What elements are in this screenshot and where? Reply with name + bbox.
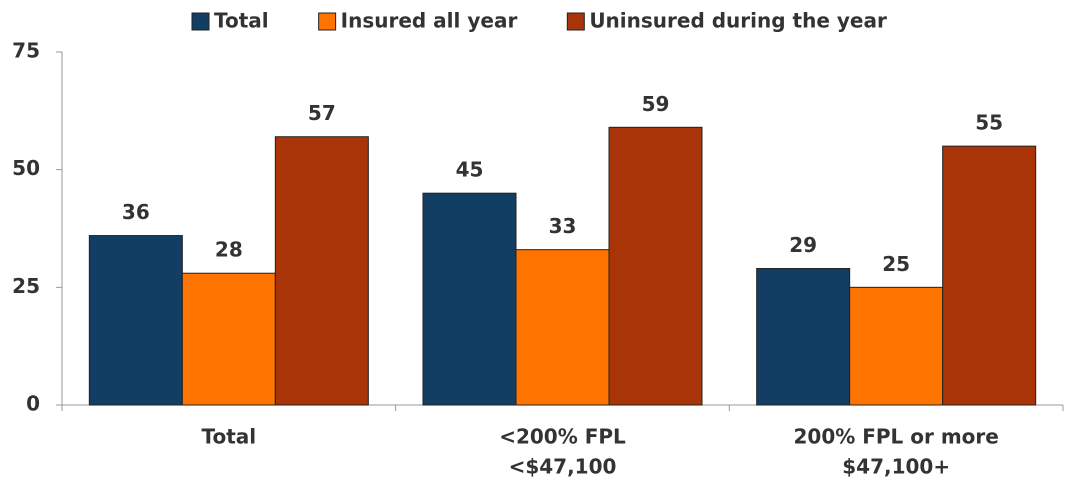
legend-label: Insured all year	[341, 9, 518, 33]
x-tick-label: <200% FPL	[499, 425, 626, 449]
x-tick-label: <$47,100	[509, 455, 617, 479]
legend-swatch	[191, 12, 210, 31]
bar	[422, 192, 517, 406]
data-label: 45	[456, 158, 484, 182]
y-tick-label: 25	[12, 274, 40, 298]
data-label: 59	[642, 92, 670, 116]
bar	[849, 286, 944, 406]
x-tick-label: Total	[202, 425, 257, 449]
data-label: 25	[882, 252, 910, 276]
data-label: 29	[789, 233, 817, 257]
y-tick-label: 0	[26, 392, 40, 416]
bar	[942, 145, 1037, 406]
bar	[608, 126, 703, 406]
legend-label: Uninsured during the year	[589, 9, 887, 33]
y-tick-label: 75	[12, 39, 40, 63]
y-tick-label: 50	[12, 156, 40, 180]
data-label: 33	[549, 214, 577, 238]
data-label: 36	[122, 200, 150, 224]
legend-swatch	[318, 12, 337, 31]
x-tick-label: 200% FPL or more	[793, 425, 998, 449]
bar	[515, 249, 610, 406]
legend-label: Total	[214, 9, 269, 33]
x-tick-label: $47,100+	[842, 455, 950, 479]
data-label: 55	[975, 111, 1003, 135]
data-label: 57	[308, 101, 336, 125]
bar	[181, 272, 276, 406]
bar	[88, 235, 183, 406]
bar	[274, 136, 369, 406]
bar	[756, 268, 851, 406]
legend-swatch	[566, 12, 585, 31]
data-label: 28	[215, 238, 243, 262]
